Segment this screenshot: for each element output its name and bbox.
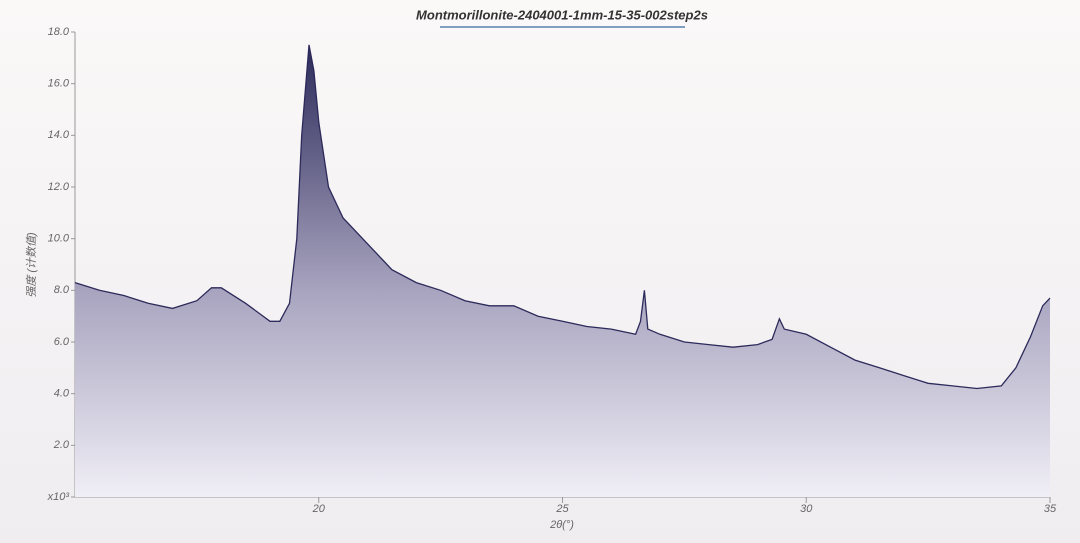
y-tick-label: 6.0 <box>54 336 70 348</box>
y-tick-label: 14.0 <box>48 129 70 141</box>
x-tick-label: 35 <box>1044 503 1057 515</box>
y-tick-label: 12.0 <box>48 181 70 193</box>
x-tick-label: 25 <box>555 503 569 515</box>
y-tick-label: 18.0 <box>48 26 70 38</box>
y-tick-label: x10³ <box>47 491 70 503</box>
y-tick-label: 4.0 <box>54 388 70 400</box>
y-tick-label: 16.0 <box>48 78 70 90</box>
y-tick-label: 10.0 <box>48 233 70 245</box>
y-tick-label: 2.0 <box>53 439 70 451</box>
y-axis-label: 强度 (计数值) <box>25 232 38 298</box>
x-tick-label: 30 <box>800 503 813 515</box>
chart-title: Montmorillonite-2404001-1mm-15-35-002ste… <box>416 7 708 22</box>
x-axis-label: 2θ(°) <box>549 519 574 531</box>
line <box>74 44 1051 390</box>
area-fill <box>75 44 1050 498</box>
y-tick-label: 8.0 <box>54 284 70 296</box>
x-tick-label: 20 <box>312 503 326 515</box>
